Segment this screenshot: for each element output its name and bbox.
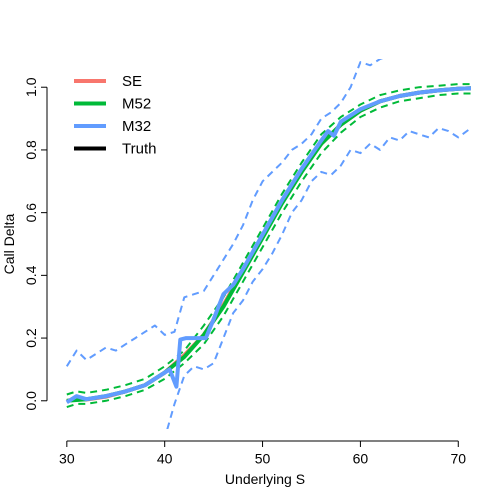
x-tick-label: 30 [59,450,75,466]
y-tick-label: 0.4 [23,265,39,285]
legend-label-m32: M32 [122,118,151,135]
series-m52-upper [66,83,471,396]
axes-layer: 30 40 50 60 70 0.0 0.2 0.4 0.6 0.8 1.0 [23,77,466,466]
x-tick-label: 50 [255,450,271,466]
legend-label-se: SE [122,73,142,90]
x-axis-title: Underlying S [225,471,305,487]
series-truth [66,86,471,403]
y-tick-label: 1.0 [23,77,39,97]
series-m52-lower [66,92,471,409]
series-m32 [65,86,471,404]
y-tick-label: 0.0 [23,391,39,411]
x-tick-label: 40 [157,450,173,466]
series-m32-lower [166,127,471,429]
series-m52 [66,86,471,403]
y-tick-label: 0.6 [23,203,39,223]
series-m32-upper [65,59,384,367]
legend: SE M52 M32 Truth [74,73,156,158]
series-se [65,86,471,404]
legend-label-truth: Truth [122,141,156,158]
x-tick-label: 70 [450,450,466,466]
y-tick-label: 0.2 [23,328,39,348]
y-tick-label: 0.8 [23,140,39,160]
y-axis-title: Call Delta [1,213,17,274]
legend-label-m52: M52 [122,96,151,113]
x-tick-label: 60 [353,450,369,466]
data-layer [65,59,471,429]
